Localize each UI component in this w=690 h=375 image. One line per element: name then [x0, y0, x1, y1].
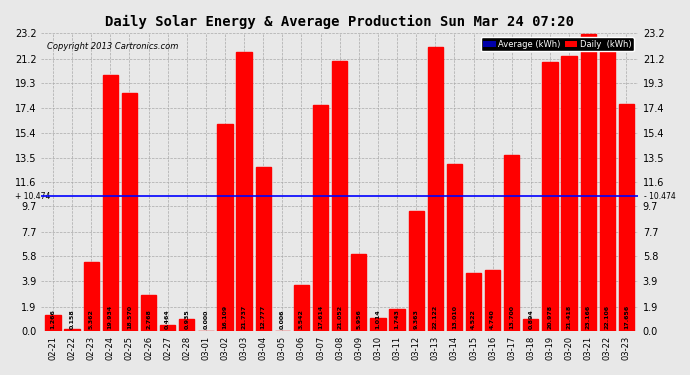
Text: 0.158: 0.158: [70, 309, 75, 329]
Text: 2.768: 2.768: [146, 309, 151, 329]
Bar: [408, 211, 424, 331]
Text: 4.740: 4.740: [490, 309, 495, 329]
Text: 0.894: 0.894: [529, 309, 533, 329]
Text: 22.122: 22.122: [433, 305, 437, 329]
Text: 17.656: 17.656: [624, 305, 629, 329]
Text: - 10.474: - 10.474: [644, 192, 676, 201]
Bar: [237, 52, 252, 331]
Text: 16.109: 16.109: [222, 305, 228, 329]
Bar: [600, 47, 615, 331]
Legend: Average (kWh), Daily  (kWh): Average (kWh), Daily (kWh): [480, 37, 633, 51]
Bar: [294, 285, 309, 331]
Text: 20.978: 20.978: [547, 305, 553, 329]
Bar: [332, 61, 347, 331]
Bar: [371, 318, 386, 331]
Bar: [428, 47, 443, 331]
Text: 0.464: 0.464: [165, 309, 170, 329]
Text: + 10.474: + 10.474: [14, 192, 50, 201]
Text: 13.010: 13.010: [452, 305, 457, 329]
Bar: [160, 325, 175, 331]
Text: 22.106: 22.106: [605, 305, 610, 329]
Bar: [466, 273, 481, 331]
Text: 12.777: 12.777: [261, 305, 266, 329]
Bar: [351, 255, 366, 331]
Text: 3.542: 3.542: [299, 309, 304, 329]
Bar: [141, 296, 156, 331]
Text: 5.362: 5.362: [89, 309, 94, 329]
Bar: [485, 270, 500, 331]
Bar: [523, 320, 538, 331]
Bar: [562, 56, 577, 331]
Bar: [504, 155, 520, 331]
Bar: [255, 167, 271, 331]
Text: 5.956: 5.956: [356, 309, 362, 329]
Bar: [83, 262, 99, 331]
Bar: [217, 124, 233, 331]
Bar: [103, 75, 118, 331]
Text: 4.522: 4.522: [471, 309, 476, 329]
Text: 0.006: 0.006: [280, 309, 285, 329]
Bar: [64, 329, 80, 331]
Text: 9.363: 9.363: [414, 309, 419, 329]
Bar: [121, 93, 137, 331]
Bar: [46, 315, 61, 331]
Bar: [389, 309, 405, 331]
Title: Daily Solar Energy & Average Production Sun Mar 24 07:20: Daily Solar Energy & Average Production …: [105, 15, 574, 29]
Text: 21.052: 21.052: [337, 305, 342, 329]
Text: 13.700: 13.700: [509, 305, 514, 329]
Bar: [313, 105, 328, 331]
Text: 1.014: 1.014: [375, 309, 380, 329]
Bar: [179, 319, 195, 331]
Text: 18.570: 18.570: [127, 305, 132, 329]
Text: 17.614: 17.614: [318, 305, 323, 329]
Text: 23.166: 23.166: [586, 305, 591, 329]
Bar: [619, 104, 634, 331]
Text: 0.000: 0.000: [204, 310, 208, 329]
Bar: [446, 164, 462, 331]
Text: 21.737: 21.737: [241, 305, 246, 329]
Text: 19.934: 19.934: [108, 305, 112, 329]
Text: 0.935: 0.935: [184, 309, 189, 329]
Text: 1.743: 1.743: [395, 309, 400, 329]
Bar: [542, 62, 558, 331]
Text: 21.418: 21.418: [566, 305, 571, 329]
Bar: [580, 33, 596, 331]
Text: 1.266: 1.266: [50, 309, 55, 329]
Text: Copyright 2013 Cartronics.com: Copyright 2013 Cartronics.com: [48, 42, 179, 51]
